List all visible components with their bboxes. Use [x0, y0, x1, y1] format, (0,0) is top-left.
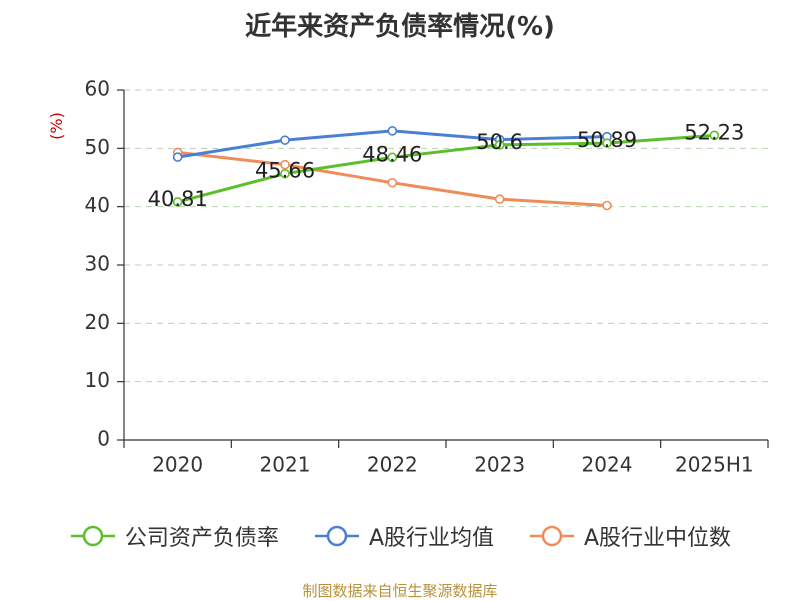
- x-tick-label: 2020: [152, 453, 203, 477]
- data-point[interactable]: [602, 200, 612, 211]
- data-label: 50.89: [577, 128, 637, 152]
- grid-lines: [124, 89, 768, 383]
- y-tick-label: 60: [85, 77, 110, 101]
- x-tick-label: 2025H1: [675, 453, 754, 477]
- legend-label: A股行业均值: [368, 526, 494, 551]
- data-point[interactable]: [387, 152, 398, 163]
- legend-item[interactable]: A股行业中位数: [528, 520, 731, 552]
- axes: 0 10 20 30 40 50 60 (%) 2020 2021 2022 2023 2024 2025…: [47, 77, 769, 477]
- y-tick-label: 10: [85, 368, 110, 392]
- legend-marker: [82, 525, 104, 547]
- y-tick-label: 40: [85, 193, 110, 217]
- data-label: 40.81: [148, 187, 208, 211]
- y-tick-label: 20: [85, 310, 110, 334]
- data-point[interactable]: [387, 126, 398, 136]
- y-tick-label: 50: [85, 135, 110, 159]
- data-point[interactable]: [280, 135, 290, 145]
- data-point[interactable]: [280, 159, 290, 170]
- legend-label: A股行业中位数: [584, 526, 732, 551]
- chart-title: 近年来资产负债率情况(%): [245, 12, 555, 42]
- y-axis-label: (%): [47, 112, 66, 140]
- data-point[interactable]: [602, 138, 612, 148]
- x-tick-label: 2022: [367, 453, 418, 477]
- x-tick-label: 2023: [474, 453, 525, 477]
- x-tick-label: 2024: [582, 453, 633, 477]
- legend-line-circle-icon: [70, 525, 115, 547]
- data-label: 50.6: [476, 130, 523, 154]
- data-labels: 40.81 45.66 48.46 50.6 50.89 52.23: [148, 120, 745, 211]
- data-point[interactable]: [280, 168, 290, 179]
- data-point[interactable]: [494, 140, 505, 150]
- data-label: 45.66: [255, 159, 315, 183]
- data-point[interactable]: [172, 197, 183, 207]
- series-lines: [172, 126, 720, 211]
- legend-line-circle-icon: [530, 525, 574, 547]
- y-tick-label: 30: [85, 252, 110, 276]
- data-point[interactable]: [387, 177, 398, 188]
- legend-marker: [326, 525, 348, 547]
- legend-item[interactable]: A股行业均值: [313, 520, 494, 552]
- data-label: 52.23: [684, 120, 744, 144]
- data-point[interactable]: [172, 152, 183, 162]
- legend-marker: [541, 525, 563, 547]
- x-tick-label: 2021: [260, 453, 311, 477]
- series-line-0: [177, 133, 715, 204]
- y-tick-label: 0: [97, 427, 110, 451]
- source-note: 制图数据来自恒生聚源数据库: [302, 582, 498, 600]
- data-point[interactable]: [709, 130, 720, 141]
- legend-line-circle-icon: [314, 525, 359, 547]
- legend: 公司资产负债率 A股行业均值 A股行业中位数: [0, 520, 800, 552]
- legend-item[interactable]: 公司资产负债率: [69, 520, 279, 552]
- data-label: 48.46: [362, 142, 422, 166]
- legend-label: 公司资产负债率: [124, 526, 279, 551]
- data-point[interactable]: [494, 194, 505, 204]
